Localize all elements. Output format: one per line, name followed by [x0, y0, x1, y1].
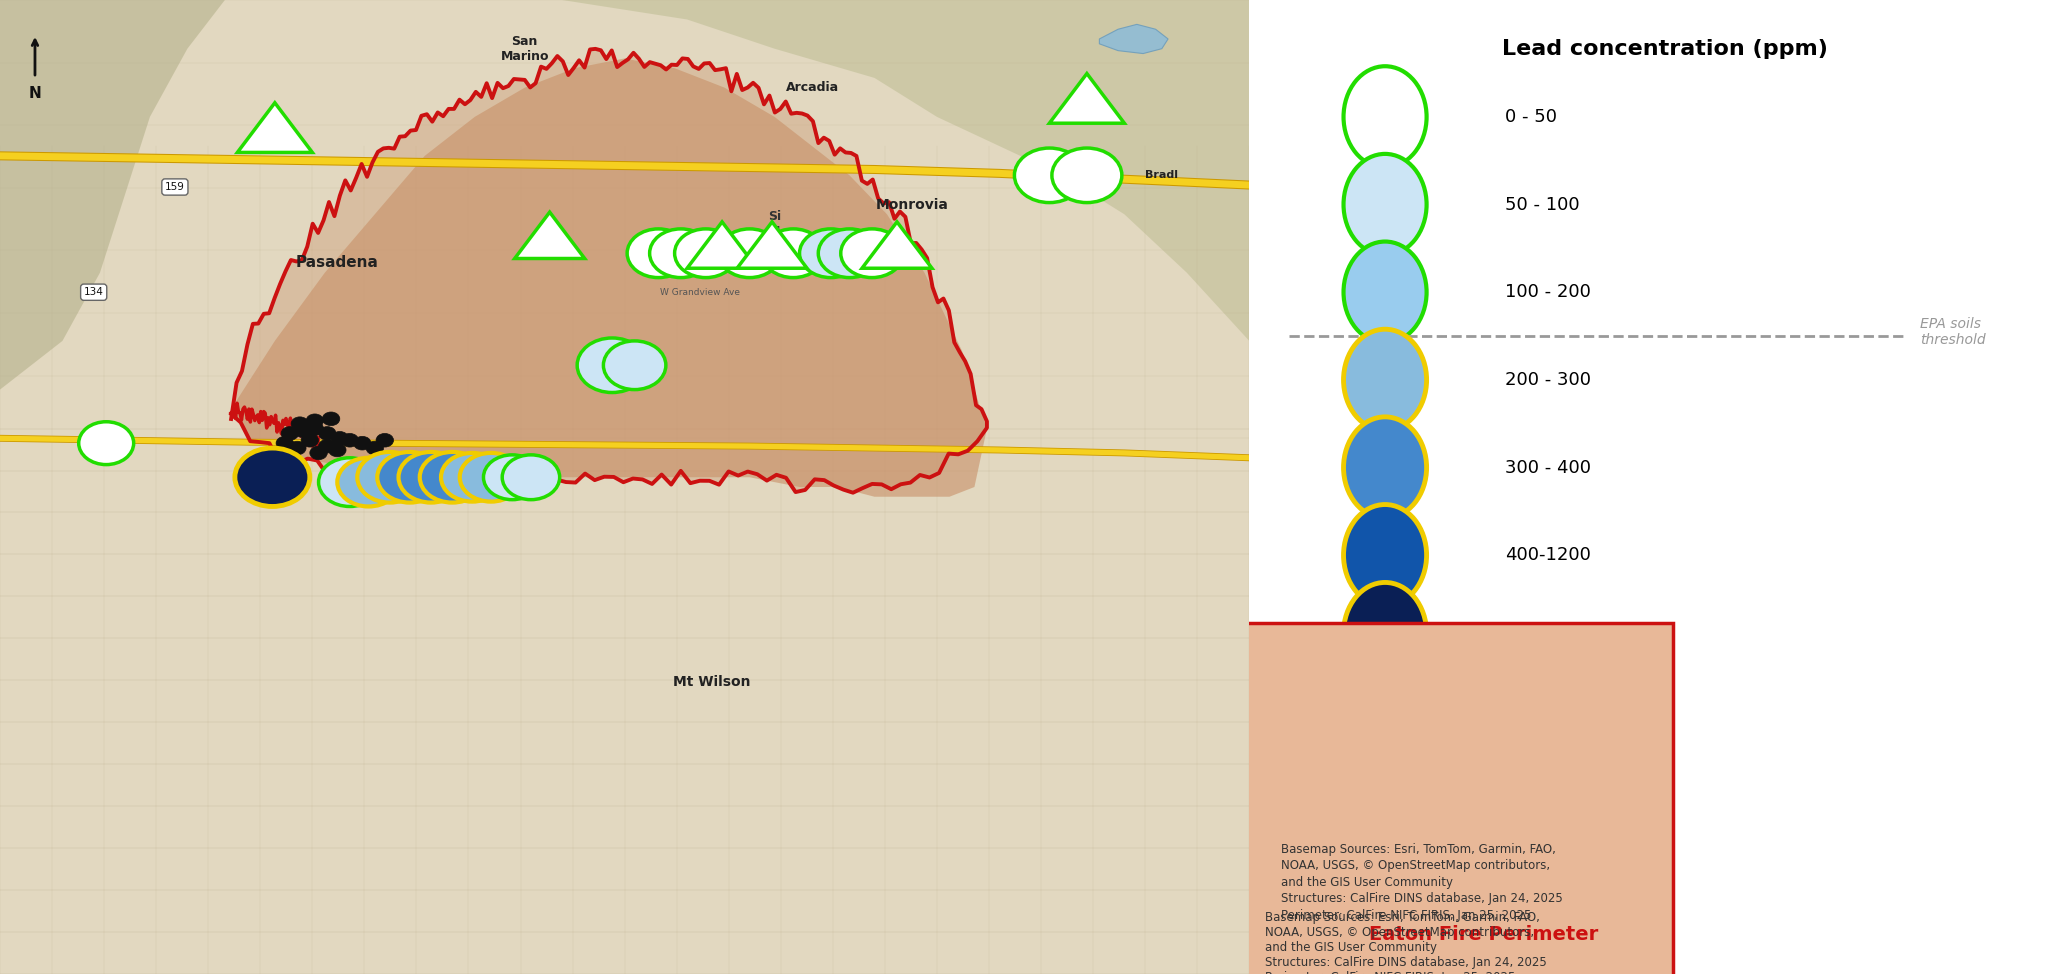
Circle shape — [338, 458, 399, 506]
Circle shape — [502, 455, 559, 500]
Text: Basemap Sources: Esri, TomTom, Garmin, FAO,: Basemap Sources: Esri, TomTom, Garmin, F… — [1282, 843, 1556, 855]
Circle shape — [604, 341, 666, 390]
Polygon shape — [1341, 674, 1430, 765]
Polygon shape — [737, 222, 807, 268]
Circle shape — [1014, 148, 1083, 203]
Text: 50 - 100: 50 - 100 — [1505, 196, 1579, 213]
Circle shape — [1343, 329, 1427, 431]
Circle shape — [281, 427, 299, 440]
Circle shape — [1053, 148, 1122, 203]
Circle shape — [377, 452, 442, 503]
Circle shape — [322, 412, 340, 426]
Circle shape — [399, 452, 463, 503]
Text: EPA soils
threshold: EPA soils threshold — [1921, 317, 1987, 347]
Circle shape — [799, 229, 862, 278]
Polygon shape — [686, 222, 758, 268]
Circle shape — [291, 417, 309, 431]
Circle shape — [719, 229, 780, 278]
Circle shape — [78, 422, 133, 465]
Text: N: N — [29, 86, 41, 100]
Circle shape — [420, 452, 485, 503]
Circle shape — [319, 439, 336, 453]
Text: Playgrounds: Playgrounds — [1505, 727, 1630, 744]
Polygon shape — [231, 49, 987, 493]
PathPatch shape — [0, 0, 225, 390]
Circle shape — [236, 448, 309, 506]
Circle shape — [356, 452, 422, 503]
Circle shape — [459, 453, 522, 502]
FancyBboxPatch shape — [0, 0, 1624, 974]
Text: 100 - 200: 100 - 200 — [1505, 283, 1591, 301]
Circle shape — [1343, 763, 1427, 864]
Circle shape — [367, 441, 383, 455]
Text: Basemap Sources: Esri, TomTom, Garmin, FAO,
NOAA, USGS, © OpenStreetMap contribu: Basemap Sources: Esri, TomTom, Garmin, F… — [1266, 911, 1546, 974]
Circle shape — [1343, 154, 1427, 255]
Circle shape — [301, 433, 319, 447]
PathPatch shape — [1100, 24, 1167, 54]
Polygon shape — [862, 222, 932, 268]
Circle shape — [342, 433, 358, 447]
Text: Perimeter: CalFire NIFC FIRIS, Jan 25, 2025: Perimeter: CalFire NIFC FIRIS, Jan 25, 2… — [1282, 909, 1532, 921]
Text: NOAA, USGS, © OpenStreetMap contributors,: NOAA, USGS, © OpenStreetMap contributors… — [1282, 859, 1550, 872]
Circle shape — [328, 443, 346, 457]
Circle shape — [319, 458, 381, 506]
Polygon shape — [1049, 74, 1124, 123]
Text: Pasadena: Pasadena — [295, 255, 379, 271]
Circle shape — [578, 338, 647, 393]
Text: Bradl: Bradl — [1145, 170, 1178, 180]
Text: Monrovia: Monrovia — [877, 198, 948, 211]
FancyBboxPatch shape — [1073, 623, 1673, 974]
Circle shape — [483, 455, 541, 500]
Text: San
Marino: San Marino — [500, 35, 549, 62]
Circle shape — [354, 436, 371, 450]
Circle shape — [1343, 417, 1427, 518]
Text: 400-1200: 400-1200 — [1505, 546, 1591, 564]
Circle shape — [1343, 505, 1427, 606]
Circle shape — [293, 424, 311, 437]
Circle shape — [289, 441, 305, 455]
Text: 0 - 50: 0 - 50 — [1505, 108, 1556, 126]
Circle shape — [305, 414, 324, 428]
Circle shape — [377, 433, 393, 447]
Text: Eaton Fire Perimeter: Eaton Fire Perimeter — [1368, 924, 1597, 944]
Circle shape — [1343, 582, 1427, 684]
Circle shape — [319, 427, 336, 440]
Circle shape — [627, 229, 690, 278]
Circle shape — [1343, 66, 1427, 168]
Text: Damaged Structures: Damaged Structures — [1368, 881, 1595, 901]
Circle shape — [762, 229, 825, 278]
Text: Street dust: Street dust — [1505, 805, 1620, 822]
Circle shape — [819, 229, 881, 278]
Circle shape — [276, 436, 293, 450]
Circle shape — [309, 446, 328, 460]
Text: Lead concentration (ppm): Lead concentration (ppm) — [1501, 39, 1827, 59]
Text: W Grandview Ave: W Grandview Ave — [659, 287, 739, 297]
Text: 159: 159 — [166, 182, 184, 192]
Text: Mt Wilson: Mt Wilson — [674, 675, 752, 689]
Circle shape — [332, 431, 348, 445]
Text: Arcadia: Arcadia — [786, 81, 838, 94]
Circle shape — [1309, 847, 1380, 935]
Text: 300 - 400: 300 - 400 — [1505, 459, 1591, 476]
Text: 200 - 300: 200 - 300 — [1505, 371, 1591, 389]
Polygon shape — [514, 212, 584, 258]
Text: 1200 - 1631: 1200 - 1631 — [1505, 624, 1614, 642]
Polygon shape — [238, 103, 311, 152]
Circle shape — [674, 229, 737, 278]
Text: Structures: CalFire DINS database, Jan 24, 2025: Structures: CalFire DINS database, Jan 2… — [1282, 892, 1563, 905]
Circle shape — [305, 422, 324, 435]
PathPatch shape — [561, 0, 1249, 341]
Circle shape — [842, 229, 903, 278]
Circle shape — [649, 229, 713, 278]
Text: and the GIS User Community: and the GIS User Community — [1282, 876, 1454, 888]
Polygon shape — [231, 58, 987, 497]
Text: 134: 134 — [84, 287, 104, 297]
Text: Si
M: Si M — [768, 210, 780, 238]
Circle shape — [1343, 242, 1427, 343]
Circle shape — [440, 453, 504, 502]
